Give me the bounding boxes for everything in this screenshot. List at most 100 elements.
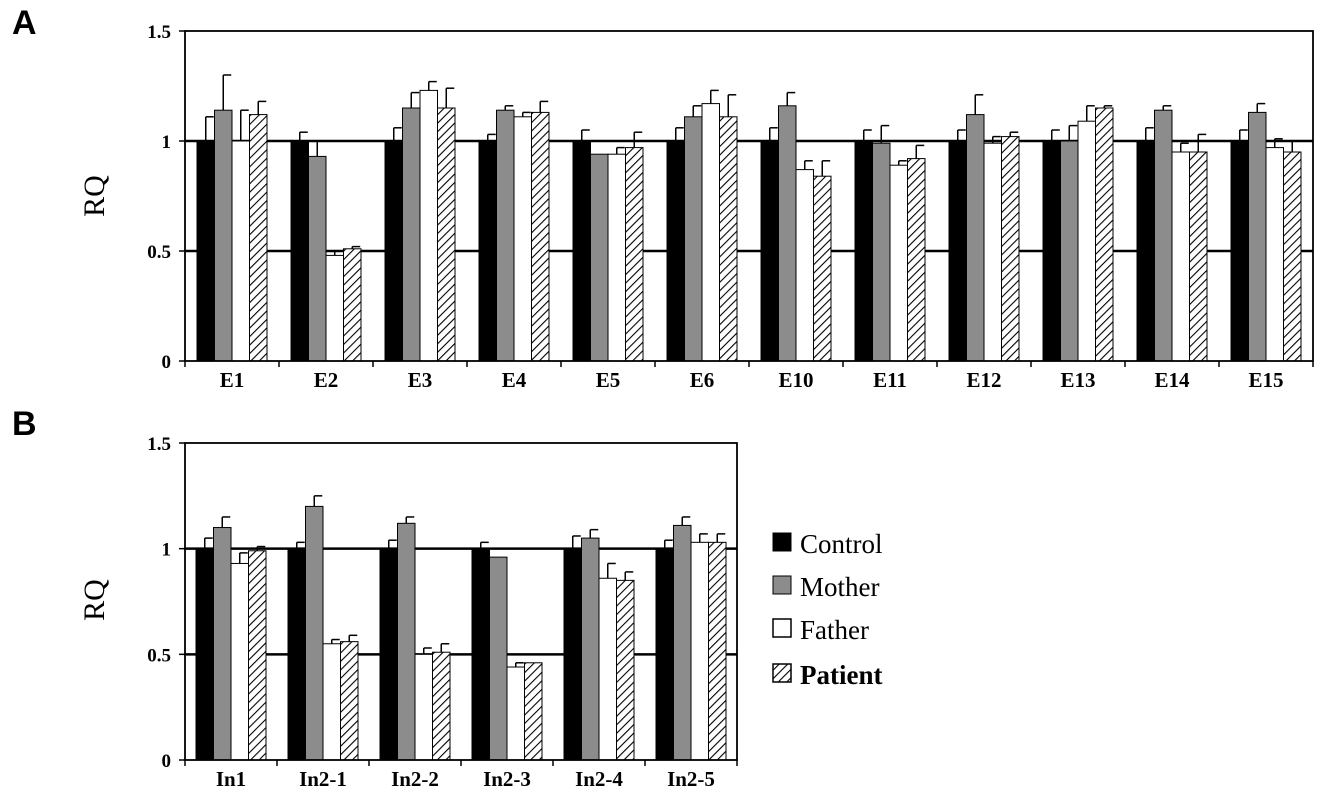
bar-a-father-e10 [795, 169, 814, 362]
bar-a-father-e6 [701, 103, 720, 362]
chart-b: In1 In2-1 In2-2 In2-3 In2-4 In2-5 0 0.5 1 1.5 RQ [78, 434, 738, 791]
bar-a-control-e4 [478, 140, 497, 362]
bar-b-control-in2-4 [563, 548, 582, 761]
y-tick-label-b-0: 0 [162, 751, 172, 772]
y-tick-label-b-3: 1.5 [147, 434, 171, 455]
x-tick-label-b-in2-4: In2-4 [575, 767, 623, 791]
bar-a-father-e2 [325, 254, 344, 362]
bar-a-mother-e1 [214, 109, 233, 362]
legend-label-control: Control [800, 529, 883, 559]
x-tick-label-b-in2-5: In2-5 [667, 767, 715, 791]
bar-b-control-in2-2 [379, 548, 398, 761]
x-tick-label-b-in2-3: In2-3 [483, 767, 531, 791]
bar-b-mother-in2-3 [489, 556, 508, 761]
bar-b-patient-in2-2 [432, 651, 451, 761]
x-tick-label-a-e3: E3 [408, 368, 433, 392]
bar-a-patient-e2 [343, 248, 362, 362]
bar-b-mother-in1 [213, 527, 232, 761]
bar-b-patient-in2-5 [708, 541, 727, 761]
legend: Control Mother Father Patient [772, 529, 883, 690]
x-tick-label-a-e11: E11 [873, 368, 907, 392]
bar-a-patient-e3 [437, 107, 456, 362]
legend-swatch-control [772, 532, 792, 552]
bar-b-father-in2-1 [322, 643, 341, 761]
legend-item-father: Father [772, 615, 869, 645]
bar-a-father-e5 [607, 153, 626, 362]
bar-a-mother-e2 [308, 155, 327, 362]
bar-a-father-e15 [1265, 147, 1284, 362]
bar-a-patient-e6 [719, 116, 738, 362]
bar-a-father-e14 [1171, 151, 1190, 362]
x-tick-label-a-e10: E10 [778, 368, 813, 392]
bar-a-father-e11 [889, 164, 908, 362]
bar-a-control-e3 [384, 140, 403, 362]
bar-a-control-e12 [948, 140, 967, 362]
bar-b-control-in2-3 [471, 548, 490, 761]
legend-item-patient: Patient [772, 660, 882, 690]
bar-b-mother-in2-4 [581, 537, 600, 761]
bar-b-mother-in2-1 [305, 505, 324, 761]
bar-b-control-in1 [195, 548, 214, 761]
bar-a-control-e5 [572, 140, 591, 362]
bar-a-mother-e13 [1060, 140, 1079, 362]
bar-a-mother-e12 [966, 114, 985, 362]
legend-swatch-father [772, 618, 792, 638]
bar-a-father-e3 [419, 89, 438, 362]
legend-item-mother: Mother [772, 572, 879, 602]
bar-a-mother-e3 [402, 107, 421, 362]
legend-swatch-patient [772, 663, 792, 683]
x-tick-label-a-e4: E4 [502, 368, 527, 392]
x-tick-label-b-in1: In1 [216, 767, 246, 791]
bar-a-control-e14 [1136, 140, 1155, 362]
bar-b-patient-in2-4 [616, 579, 635, 761]
bar-a-control-e2 [290, 140, 309, 362]
y-axis-title-b: RQ [78, 579, 111, 621]
bar-b-mother-in2-5 [673, 524, 692, 761]
y-tick-label-b-1: 0.5 [147, 645, 171, 666]
y-tick-label-a-1: 0.5 [147, 242, 171, 263]
legend-label-patient: Patient [800, 660, 882, 690]
legend-label-father: Father [800, 615, 869, 645]
bar-a-mother-e5 [590, 153, 609, 362]
bar-a-mother-e4 [496, 109, 515, 362]
bar-a-control-e1 [196, 140, 215, 362]
bar-a-control-e15 [1230, 140, 1249, 362]
bar-b-mother-in2-2 [397, 522, 416, 761]
y-tick-label-b-2: 1 [162, 540, 172, 561]
bar-a-mother-e15 [1248, 111, 1267, 362]
bar-a-father-e1 [231, 140, 250, 362]
bar-a-control-e6 [666, 140, 685, 362]
bar-a-mother-e6 [684, 116, 703, 362]
bar-a-control-e13 [1042, 140, 1061, 362]
y-axis-title-a: RQ [78, 175, 111, 217]
bar-a-father-e12 [983, 142, 1002, 362]
panel-label-a: A [12, 4, 37, 42]
plot-frame-a [184, 30, 1314, 362]
bar-a-mother-e14 [1154, 109, 1173, 362]
bar-a-control-e10 [760, 140, 779, 362]
legend-item-control: Control [772, 529, 883, 559]
bar-a-patient-e15 [1283, 151, 1302, 362]
x-tick-label-a-e13: E13 [1060, 368, 1095, 392]
bar-a-patient-e10 [813, 175, 832, 362]
bar-b-patient-in2-1 [340, 641, 359, 761]
bar-b-father-in2-4 [598, 577, 617, 761]
y-tick-label-a-3: 1.5 [147, 22, 171, 43]
bar-b-control-in2-5 [655, 548, 674, 761]
x-tick-label-a-e5: E5 [596, 368, 621, 392]
x-tick-label-a-e6: E6 [690, 368, 715, 392]
x-tick-label-a-e2: E2 [314, 368, 339, 392]
x-tick-label-a-e15: E15 [1248, 368, 1283, 392]
bar-a-patient-e13 [1095, 107, 1114, 362]
bar-a-patient-e1 [249, 114, 268, 362]
legend-swatch-mother [772, 575, 792, 595]
bar-a-patient-e12 [1001, 136, 1020, 362]
bar-b-father-in1 [230, 562, 249, 761]
bar-b-father-in2-2 [414, 653, 433, 761]
bar-a-patient-e11 [907, 158, 926, 362]
bar-a-mother-e10 [778, 105, 797, 362]
bar-a-patient-e5 [625, 147, 644, 362]
bar-a-father-e4 [513, 116, 532, 362]
x-tick-label-a-e12: E12 [966, 368, 1001, 392]
